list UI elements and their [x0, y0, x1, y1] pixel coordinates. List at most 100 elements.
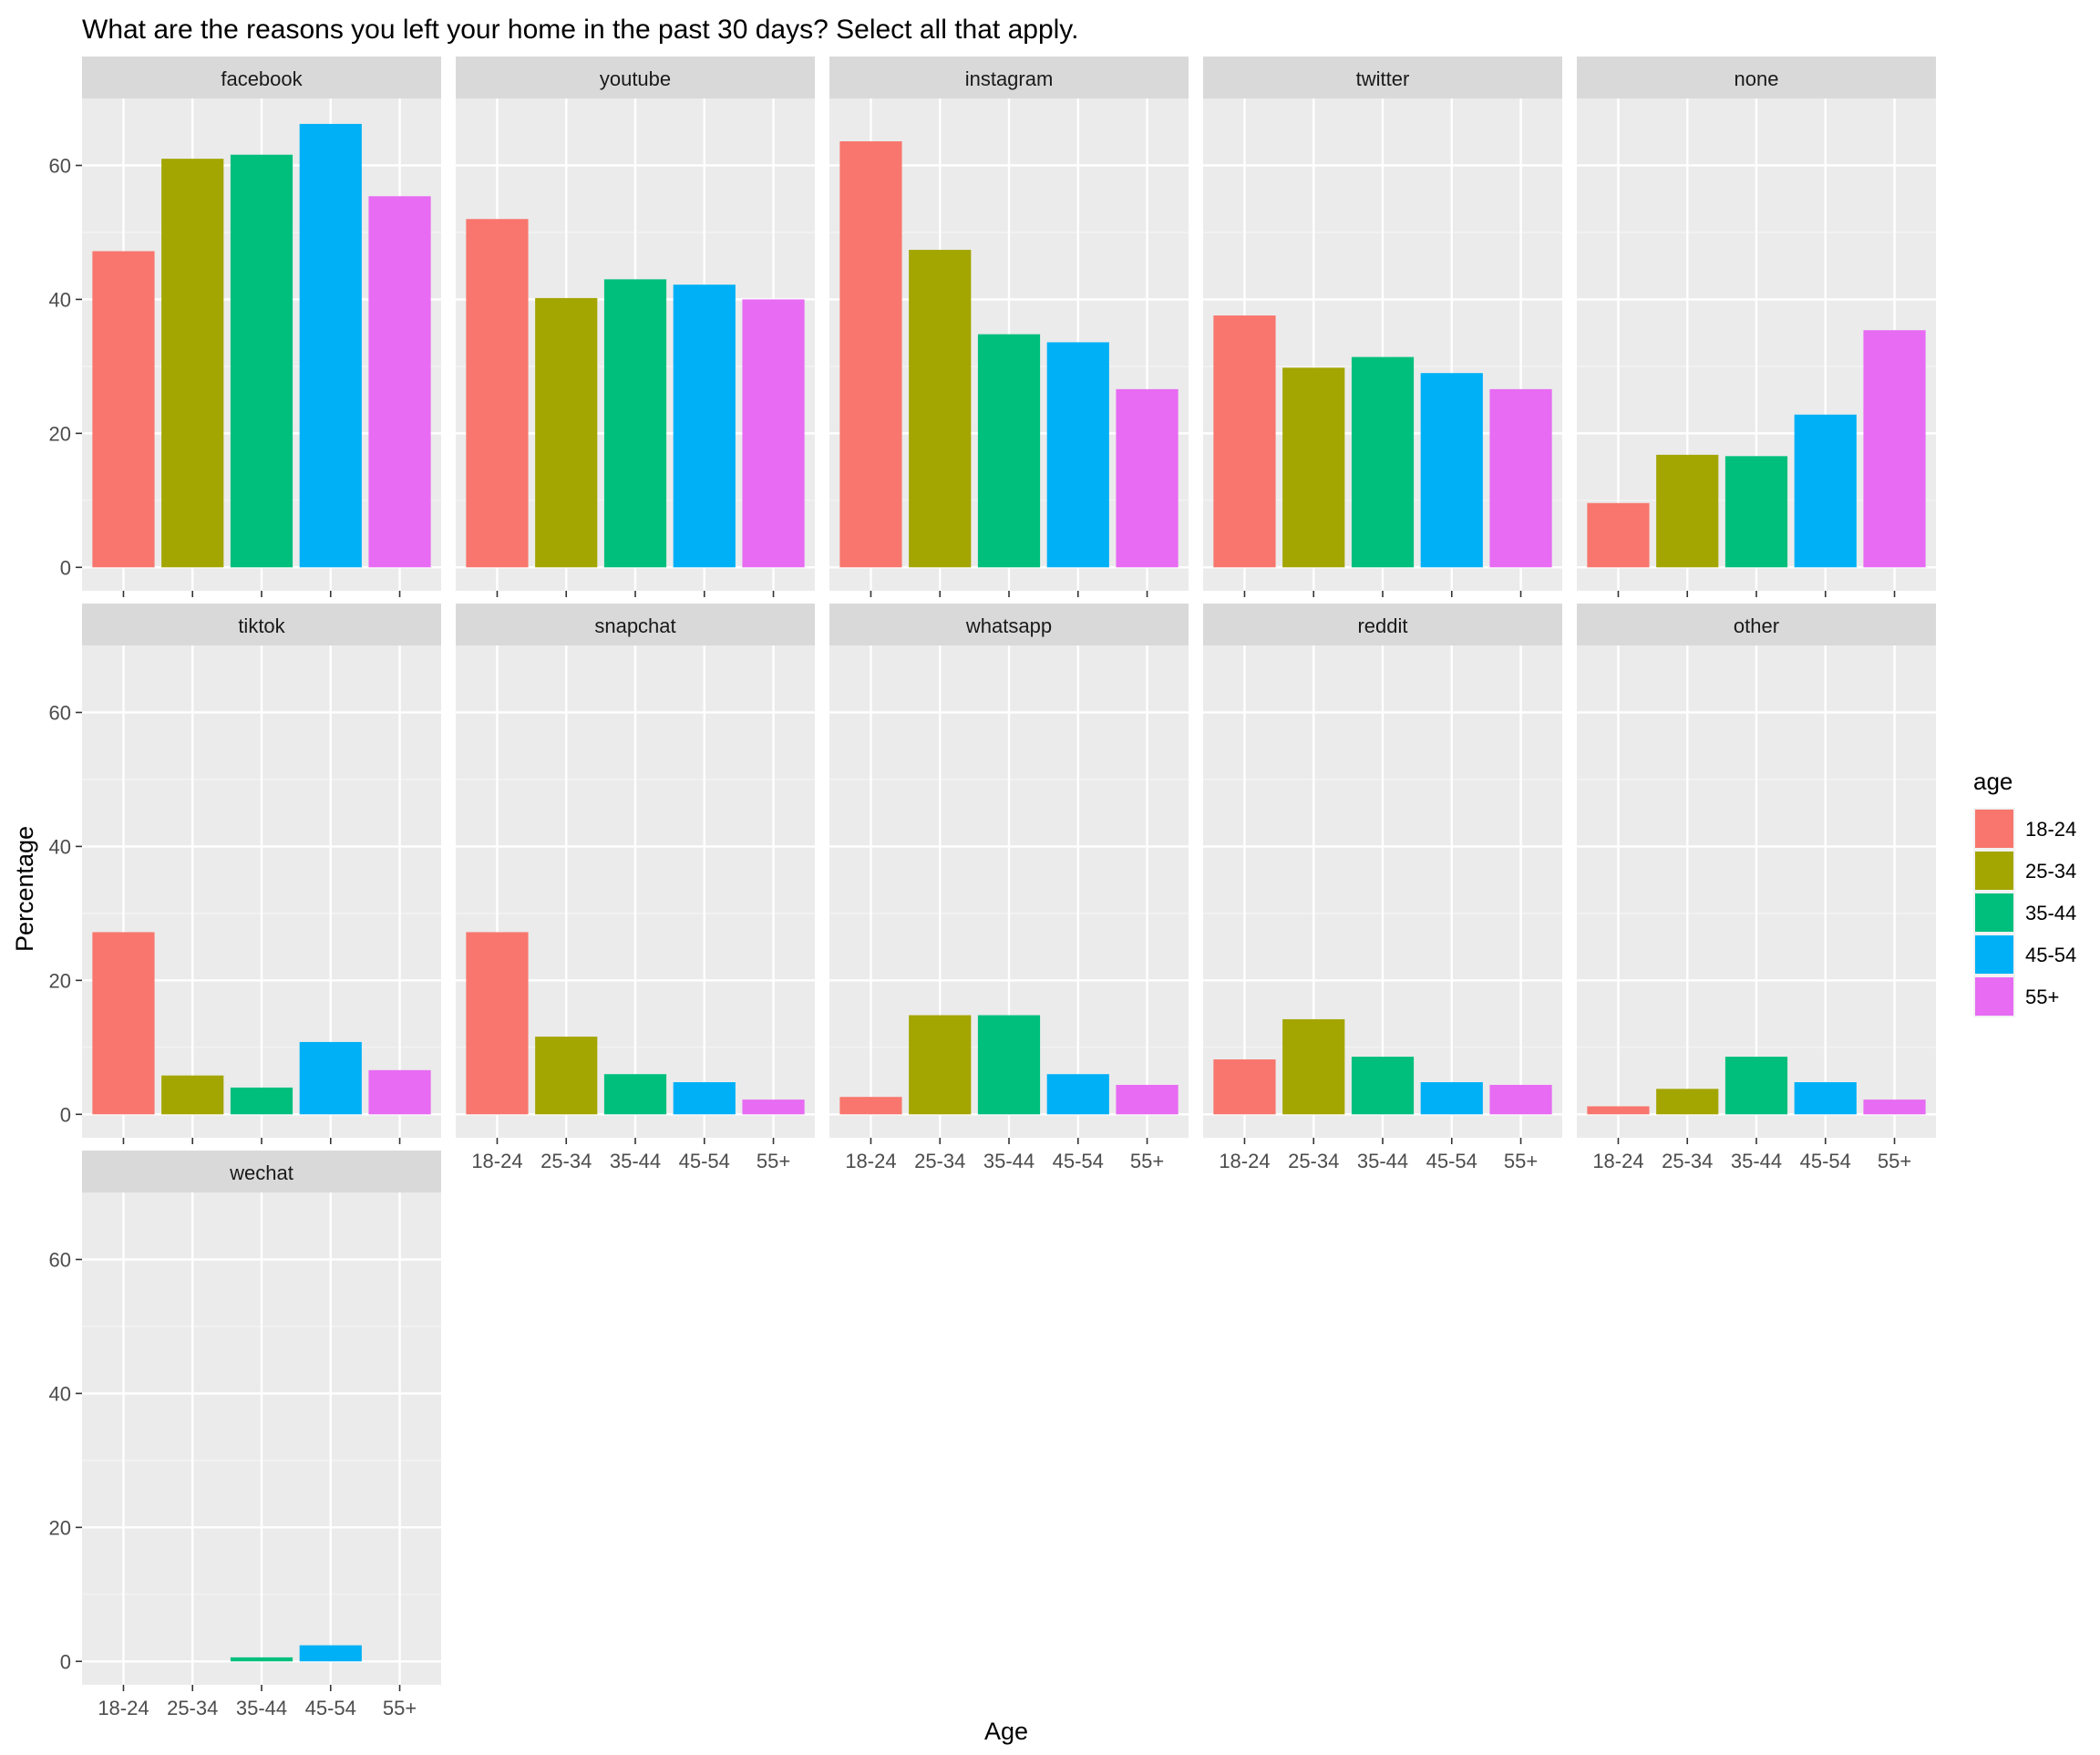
- facet-panel-whatsapp: whatsapp 18-24 25-34 35-44 45-54 55+: [829, 604, 1189, 1172]
- legend-title: age: [1973, 768, 2012, 795]
- x-tick-label: 18-24: [1592, 1150, 1643, 1172]
- bar-none-55+: [1863, 330, 1926, 568]
- x-tick-label: 25-34: [1662, 1150, 1713, 1172]
- facet-strip-label: facebook: [221, 67, 303, 90]
- x-tick-label: 45-54: [305, 1697, 356, 1719]
- y-tick-label: 40: [49, 288, 71, 311]
- facet-strip: [829, 57, 1189, 98]
- facet-strip-label: youtube: [600, 67, 671, 90]
- bar-instagram-35-44: [977, 334, 1041, 568]
- facet-strip: [82, 1151, 441, 1192]
- facet-strip-label: twitter: [1356, 67, 1410, 90]
- bar-twitter-25-34: [1282, 367, 1345, 568]
- y-tick-label: 60: [49, 154, 71, 177]
- bar-none-45-54: [1794, 414, 1857, 568]
- legend-label: 25-34: [2025, 860, 2076, 883]
- bar-reddit-35-44: [1351, 1057, 1415, 1115]
- facet-panel-wechat: wechat 0 20 40 60 18-24 25-34 35-44 45-54 55+: [49, 1151, 441, 1719]
- bar-whatsapp-18-24: [839, 1097, 902, 1115]
- y-tick-label: 20: [49, 422, 71, 445]
- facet-strip-label: none: [1735, 67, 1779, 90]
- facet-strip: [1577, 604, 1936, 645]
- bar-instagram-45-54: [1046, 342, 1109, 568]
- x-tick-label: 55+: [1878, 1150, 1911, 1172]
- bar-facebook-55+: [368, 196, 431, 568]
- bar-youtube-45-54: [673, 284, 736, 568]
- x-tick-label: 25-34: [167, 1697, 218, 1719]
- bar-facebook-45-54: [299, 123, 362, 568]
- x-tick-label: 18-24: [471, 1150, 522, 1172]
- facet-panel-reddit: reddit 18-24 25-34 35-44 45-54 55+: [1203, 604, 1562, 1172]
- y-tick-label: 60: [49, 701, 71, 724]
- facet-strip-label: snapchat: [594, 614, 675, 637]
- facet-panel-snapchat: snapchat 18-24 25-34 35-44 45-54 55+: [456, 604, 815, 1172]
- facet-panel-youtube: youtube: [456, 57, 815, 597]
- bar-tiktok-25-34: [161, 1075, 224, 1115]
- facet-strip-label: reddit: [1357, 614, 1407, 637]
- bar-instagram-55+: [1116, 388, 1179, 568]
- bar-wechat-35-44: [230, 1657, 293, 1662]
- legend-swatch-18-24: [1975, 810, 2013, 848]
- legend-swatch-25-34: [1975, 852, 2013, 890]
- legend-swatch-35-44: [1975, 893, 2013, 932]
- bar-reddit-45-54: [1420, 1082, 1483, 1115]
- bar-tiktok-35-44: [230, 1087, 293, 1115]
- x-tick-label: 35-44: [1731, 1150, 1782, 1172]
- y-tick-label: 0: [60, 556, 71, 579]
- x-tick-label: 55+: [1504, 1150, 1538, 1172]
- legend-label: 18-24: [2025, 818, 2076, 841]
- bar-other-45-54: [1794, 1082, 1857, 1115]
- bar-twitter-55+: [1489, 388, 1552, 568]
- x-tick-label: 25-34: [1288, 1150, 1339, 1172]
- facet-strip-label: other: [1734, 614, 1779, 637]
- facet-strip: [456, 604, 815, 645]
- facet-strip-label: whatsapp: [965, 614, 1052, 637]
- bar-other-55+: [1863, 1099, 1926, 1115]
- bar-facebook-18-24: [92, 251, 155, 568]
- x-tick-label: 55+: [1130, 1150, 1164, 1172]
- bar-facebook-25-34: [161, 159, 224, 568]
- bar-youtube-18-24: [466, 219, 529, 568]
- bar-none-25-34: [1656, 454, 1719, 568]
- facet-strip-label: tiktok: [238, 614, 285, 637]
- facet-strip: [829, 604, 1189, 645]
- bar-wechat-45-54: [299, 1645, 362, 1662]
- bar-snapchat-35-44: [603, 1074, 667, 1115]
- legend: age 18-24 25-34 35-44 45-54 55+: [1973, 768, 2076, 1017]
- y-tick-label: 0: [60, 1103, 71, 1126]
- x-tick-label: 25-34: [914, 1150, 965, 1172]
- bar-reddit-55+: [1489, 1084, 1552, 1115]
- facet-strip: [456, 57, 815, 98]
- chart-title: What are the reasons you left your home …: [82, 15, 1078, 45]
- bar-none-35-44: [1724, 456, 1788, 568]
- x-tick-label: 25-34: [540, 1150, 592, 1172]
- bar-snapchat-45-54: [673, 1082, 736, 1115]
- facet-strip: [1577, 57, 1936, 98]
- panels: facebook 0 20 40 60 youtube instagram twitter no…: [49, 57, 1936, 1719]
- bar-snapchat-55+: [742, 1099, 805, 1115]
- bar-twitter-18-24: [1213, 315, 1276, 568]
- bar-reddit-18-24: [1213, 1059, 1276, 1115]
- bar-tiktok-45-54: [299, 1041, 362, 1115]
- bar-whatsapp-25-34: [909, 1015, 972, 1115]
- facet-strip-label: wechat: [229, 1161, 293, 1184]
- bar-whatsapp-35-44: [977, 1015, 1041, 1115]
- y-axis-label: Percentage: [11, 826, 38, 952]
- y-tick-label: 40: [49, 1382, 71, 1405]
- x-tick-label: 18-24: [1219, 1150, 1270, 1172]
- bar-whatsapp-55+: [1116, 1084, 1179, 1115]
- y-tick-label: 40: [49, 835, 71, 858]
- x-tick-label: 18-24: [98, 1697, 149, 1719]
- x-tick-label: 35-44: [610, 1150, 661, 1172]
- bar-youtube-25-34: [535, 297, 598, 568]
- bar-youtube-55+: [742, 299, 805, 568]
- facet-strip: [82, 57, 441, 98]
- x-tick-label: 35-44: [983, 1150, 1035, 1172]
- x-tick-label: 45-54: [1053, 1150, 1104, 1172]
- y-tick-label: 60: [49, 1248, 71, 1271]
- facet-panel-facebook: facebook 0 20 40 60: [49, 57, 441, 597]
- y-tick-label: 0: [60, 1650, 71, 1673]
- legend-label: 45-54: [2025, 944, 2076, 966]
